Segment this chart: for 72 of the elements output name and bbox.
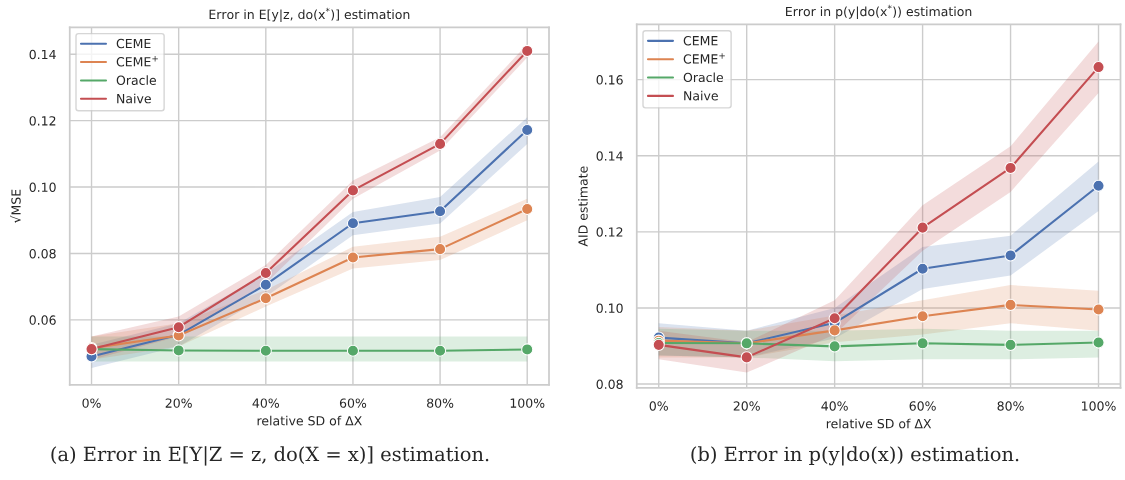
text: (b) Error in p(y|do(x)) estimation. [691, 446, 1019, 466]
x-tick-label: 80% [427, 398, 454, 408]
x-axis-title: relative SD of ΔX [257, 415, 362, 426]
x-tick-label: 0% [82, 398, 101, 408]
point [828, 340, 841, 353]
point [916, 310, 929, 323]
y-tick-label: 0.12 [596, 227, 623, 237]
y-tick-label: 0.14 [29, 49, 56, 60]
y-tick-label: 0.06 [29, 315, 56, 325]
point [434, 205, 447, 218]
legend-label: Naive [684, 90, 718, 101]
point [434, 344, 447, 357]
point [434, 137, 447, 150]
x-tick-label: 40% [821, 401, 848, 411]
chart-title: Error in E[y|z, do(x$^{*}$)] estimation [209, 7, 410, 22]
point [828, 312, 841, 325]
point [172, 344, 185, 357]
x-axis-title: relative SD of ΔX [826, 418, 932, 429]
legend-label: CEME [683, 35, 718, 46]
point [1092, 336, 1105, 349]
chart-title: Error in p(y|do(x$^{*}$)) estimation [786, 4, 972, 19]
legend-label: Oracle [116, 75, 157, 85]
point [346, 184, 360, 197]
point [828, 324, 841, 337]
legend-label: Oracle [683, 72, 724, 83]
point [172, 321, 185, 334]
point [1004, 298, 1017, 311]
x-tick-label: 20% [165, 398, 192, 408]
point [1004, 249, 1017, 262]
x-tick-label: 40% [252, 398, 280, 408]
point [1092, 61, 1105, 74]
point [259, 292, 272, 305]
point [521, 44, 534, 58]
y-tick-label: 0.16 [596, 75, 623, 85]
legend-label: Naive [117, 93, 151, 104]
point [259, 278, 272, 291]
x-tick-label: 0% [649, 401, 668, 411]
point [434, 243, 447, 256]
point [259, 344, 272, 357]
y-tick-label: 0.08 [596, 379, 623, 389]
point [740, 351, 753, 364]
point [259, 266, 272, 280]
point [1092, 179, 1105, 192]
y-axis-title: √MSE [10, 189, 21, 224]
x-tick-label: 20% [733, 401, 760, 411]
x-tick-label: 100% [510, 398, 545, 408]
point [1004, 338, 1017, 351]
point [1004, 161, 1017, 174]
point [916, 262, 929, 275]
point [916, 221, 929, 234]
point [521, 343, 534, 356]
point [521, 202, 534, 216]
point [916, 337, 929, 350]
text: (a) Error in E[Y|Z = z, do(X = x)] estimation. [51, 446, 489, 466]
y-tick-label: 0.10 [596, 303, 623, 313]
y-axis-title: AID estimate [578, 166, 588, 247]
y-tick-label: 0.10 [29, 182, 56, 192]
x-tick-label: 100% [1082, 401, 1116, 411]
y-tick-label: 0.12 [29, 116, 56, 126]
point [1092, 303, 1105, 316]
x-tick-label: 60% [909, 401, 936, 411]
legend-label: CEME [116, 38, 151, 49]
point [346, 344, 360, 357]
legend-label: CEME$^{+}$ [683, 53, 725, 64]
point [346, 251, 360, 264]
y-tick-label: 0.08 [29, 248, 56, 259]
legend-label: CEME$^{+}$ [116, 56, 158, 67]
x-tick-label: 80% [997, 401, 1024, 411]
x-tick-label: 60% [339, 398, 367, 408]
point [346, 217, 360, 230]
y-tick-label: 0.14 [596, 151, 623, 161]
point [521, 123, 534, 137]
